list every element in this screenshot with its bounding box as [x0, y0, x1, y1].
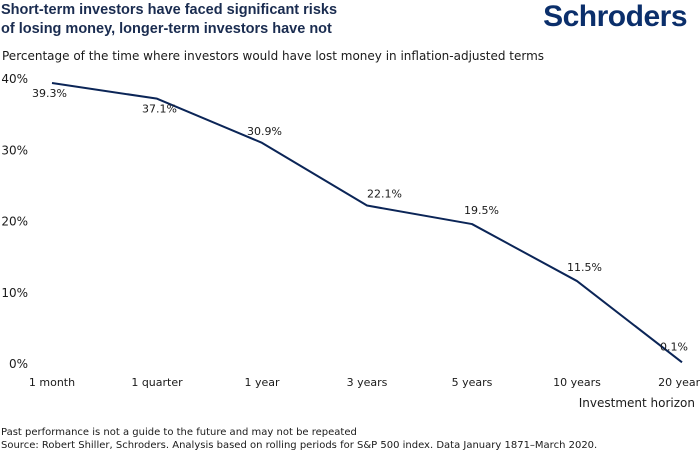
- x-tick-label: 10 years: [553, 376, 601, 389]
- chart-subtitle: Percentage of the time where investors w…: [2, 49, 545, 63]
- data-label: 0.1%: [660, 340, 688, 353]
- footnote-source: Source: Robert Shiller, Schroders. Analy…: [1, 440, 598, 451]
- chart-title-line-2: of losing money, longer-term investors h…: [1, 21, 332, 37]
- data-label: 11.5%: [567, 261, 602, 274]
- x-tick-label: 1 quarter: [131, 376, 183, 389]
- x-tick-label: 1 month: [29, 376, 75, 389]
- data-label: 39.3%: [32, 87, 67, 100]
- x-tick-label: 5 years: [452, 376, 493, 389]
- y-tick-label: 20%: [1, 215, 28, 229]
- x-axis-title: Investment horizon: [579, 396, 695, 410]
- chart-title: Short-term investors have faced signific…: [1, 1, 471, 39]
- data-label: 30.9%: [247, 125, 282, 138]
- line-chart: 0% 10% 20% 30% 40% 1 month 1 quarter 1 year 3 ye…: [1, 72, 700, 410]
- series-line: [51, 81, 683, 364]
- x-tick-label: 20 years: [658, 376, 700, 389]
- schroders-logo: Schroders: [543, 0, 687, 33]
- y-tick-label: 30%: [1, 143, 28, 157]
- x-tick-label: 1 year: [244, 376, 280, 389]
- footnote-past-performance: Past performance is not a guide to the f…: [1, 427, 357, 438]
- data-label: 37.1%: [142, 103, 177, 116]
- data-label: 22.1%: [367, 188, 402, 201]
- data-label: 19.5%: [464, 204, 499, 217]
- y-tick-label: 0%: [9, 357, 28, 371]
- chart-title-line-1: Short-term investors have faced signific…: [1, 2, 338, 18]
- y-tick-label: 10%: [1, 286, 28, 300]
- y-tick-label: 40%: [1, 72, 28, 86]
- x-tick-label: 3 years: [347, 376, 388, 389]
